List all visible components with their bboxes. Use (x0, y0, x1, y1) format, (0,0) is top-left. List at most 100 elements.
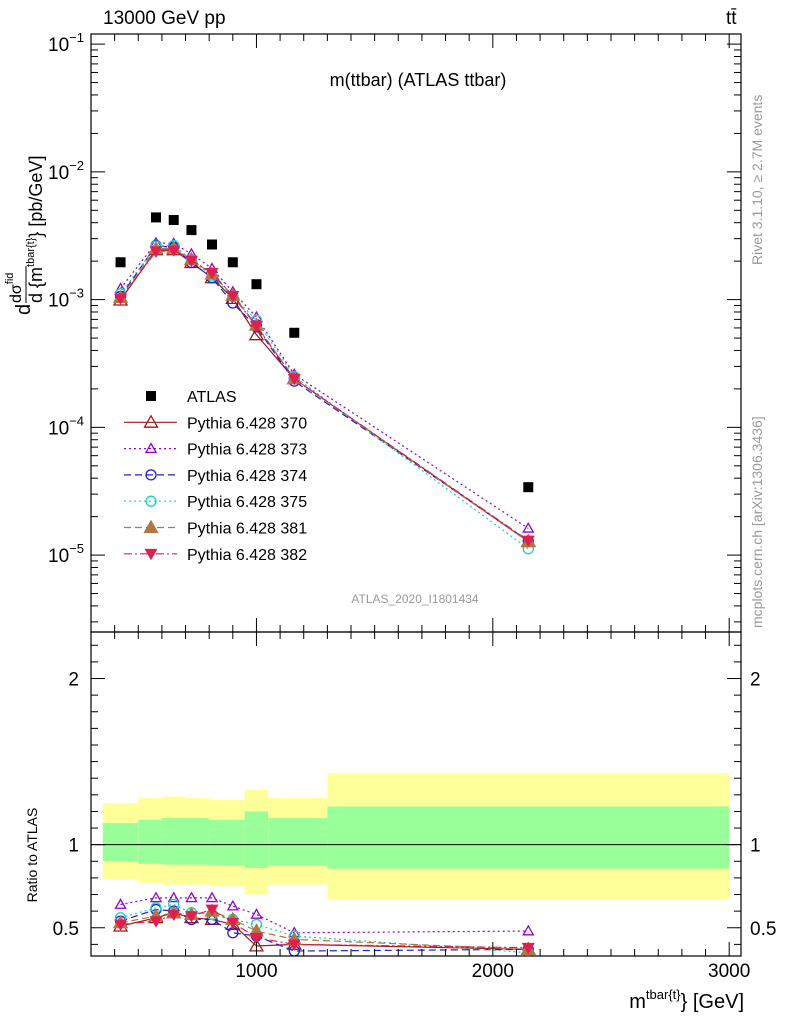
ratio-series-pythia-382 (114, 904, 535, 955)
y-tick-label: 10−3 (48, 286, 84, 312)
analysis-id-label: ATLAS_2020_I1801434 (351, 592, 479, 606)
ratio-point (205, 891, 219, 903)
data-point (251, 279, 262, 290)
x-tick-label: 2000 (472, 961, 514, 982)
legend-item: Pythia 6.428 375 (124, 494, 307, 511)
series-line (120, 244, 529, 550)
data-point (523, 482, 534, 493)
series-atlas (115, 212, 534, 493)
energy-label: 13000 GeV pp (103, 8, 226, 29)
ratio-line (120, 908, 529, 949)
data-point (249, 321, 263, 333)
legend-marker (144, 442, 158, 454)
legend-item: Pythia 6.428 373 (124, 442, 307, 459)
x-ticks: 1000 2000 3000 (90, 34, 750, 982)
ratio-point (205, 904, 219, 916)
ratio-y-tick-label: 2 (68, 670, 79, 691)
ratio-y-axis-label: Ratio to ATLAS (24, 808, 40, 903)
legend-label: Pythia 6.428 373 (187, 442, 307, 459)
legend-item: Pythia 6.428 370 (124, 414, 307, 432)
ratio-band-stat (327, 806, 730, 869)
ratio-point (167, 891, 180, 903)
ratio-line (120, 897, 529, 934)
data-point (184, 255, 198, 268)
ratio-line (120, 912, 529, 950)
series-line (120, 242, 529, 529)
plot-title: m(ttbar) (ATLAS ttbar) (330, 70, 507, 90)
legend-label: Pythia 6.428 370 (187, 415, 307, 432)
ratio-band-stat (102, 823, 139, 862)
legend-marker (143, 519, 159, 534)
ratio-point (287, 939, 301, 951)
main-frame (90, 33, 742, 633)
legend-label: Pythia 6.428 382 (187, 547, 307, 564)
ratio-point (250, 908, 263, 919)
data-point (287, 373, 301, 386)
data-point (151, 212, 161, 223)
data-point (149, 246, 163, 258)
series-pythia-375 (114, 239, 534, 555)
data-point (168, 214, 179, 225)
main-panel: 10−5 10−4 10−3 10−2 10−1 (48, 30, 742, 633)
data-point (115, 257, 126, 268)
series-pythia-382 (114, 245, 535, 548)
data-point (226, 290, 240, 303)
ratio-line (120, 908, 529, 952)
ratio-point (249, 932, 263, 945)
rivet-version-label: Rivet 3.1.10, ≥ 2.7M events (749, 95, 765, 265)
legend-label: Pythia 6.428 381 (187, 521, 307, 538)
data-point (289, 327, 300, 338)
series-line (120, 249, 529, 542)
data-point (205, 267, 219, 280)
data-point (167, 245, 181, 257)
chart-text: 13000 GeV pp tt̄ m(ttbar) (ATLAS ttbar) … (4, 8, 765, 1013)
y-axis-label: d dσfid d {mtbar{t}} [pb/GeV] (4, 156, 46, 315)
ratio-point (185, 891, 198, 903)
ratio-y-tick-label: 0.5 (53, 919, 79, 940)
main-y-ticks: 10−5 10−4 10−3 10−2 10−1 (48, 30, 741, 623)
legend-marker (146, 391, 156, 401)
ratio-point (521, 942, 535, 955)
data-point (248, 327, 265, 341)
legend-label: Pythia 6.428 374 (187, 468, 307, 485)
legend-label: ATLAS (187, 389, 237, 406)
legend-label: Pythia 6.428 375 (187, 494, 307, 511)
x-tick-label: 3000 (708, 961, 750, 982)
ratio-frame (90, 631, 742, 957)
ratio-series (112, 891, 536, 956)
data-point (521, 535, 535, 548)
ratio-y-tick-label-right: 1 (750, 836, 761, 857)
legend-item: Pythia 6.428 374 (124, 468, 307, 485)
y-axis-label-numerator: dσfid (4, 273, 25, 303)
ratio-point (167, 909, 181, 921)
ratio-y-ticks: 0.5 0.5 1 1 2 2 (53, 644, 776, 945)
legend-marker (143, 414, 159, 428)
ratio-point (184, 911, 198, 923)
mcplots-label: mcplots.cern.ch [arXiv:1306.3436] (749, 416, 765, 628)
ratio-line (120, 910, 529, 950)
y-tick-label: 10−4 (48, 413, 84, 439)
ratio-point (114, 919, 128, 931)
legend: ATLAS Pythia 6.428 370 Pythia 6.428 373 Pyt… (124, 389, 307, 564)
y-tick-label: 10−2 (48, 158, 84, 184)
y-tick-label: 10−5 (48, 541, 84, 567)
legend-marker (144, 548, 158, 561)
ratio-point (522, 924, 535, 936)
ratio-band-stat (209, 819, 245, 866)
data-point (207, 239, 218, 250)
data-point (522, 522, 535, 533)
ratio-band-stat (138, 819, 162, 864)
ratio-band-stat (161, 818, 186, 865)
ratio-band-stat (268, 818, 328, 866)
legend-item: Pythia 6.428 381 (124, 519, 307, 538)
x-axis-label: mtbar{t}} [GeV] (629, 987, 744, 1013)
main-series (112, 212, 536, 555)
ratio-point (226, 899, 239, 911)
ratio-uncertainty-bands (102, 773, 730, 900)
legend-item: Pythia 6.428 382 (124, 547, 307, 564)
data-point (114, 293, 128, 306)
ratio-band-stat (185, 818, 210, 865)
ratio-y-tick-label: 1 (68, 836, 79, 857)
